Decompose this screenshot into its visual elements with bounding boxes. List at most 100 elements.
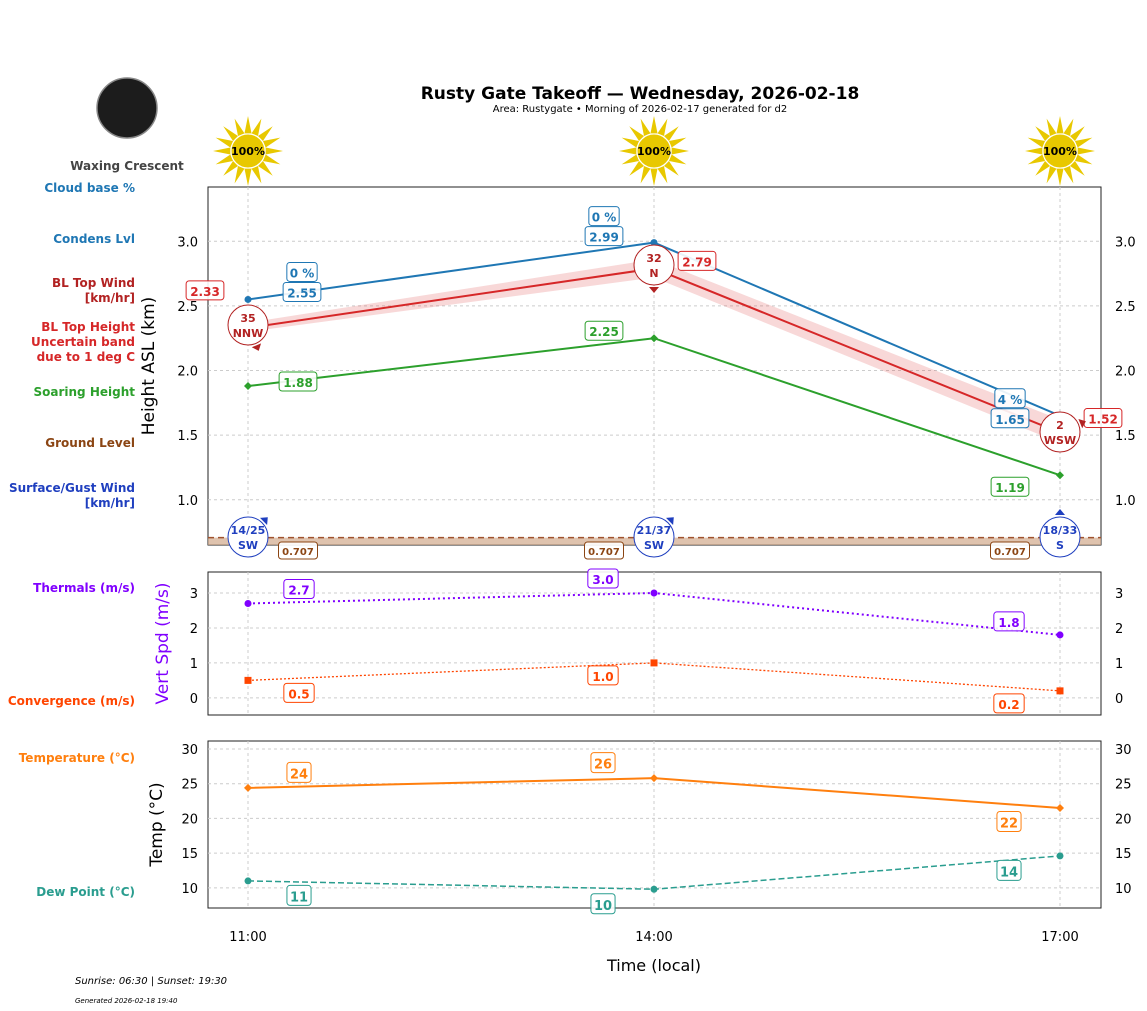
convergence-line: [247, 662, 1061, 692]
generated-time: Generated 2026-02-18 19:40: [75, 997, 178, 1005]
bl-wind-direction: WSW: [1044, 434, 1076, 447]
dew-label-box: [286, 884, 312, 906]
side-label-bl-top: Uncertain band: [31, 335, 135, 349]
x-tick-label: 17:00: [1041, 930, 1078, 945]
dew-label: 10: [594, 899, 612, 914]
temperature-label: 24: [290, 767, 308, 782]
temp-panel-ytick-right: 20: [1115, 812, 1132, 827]
ground-label-box: [584, 541, 624, 560]
sun-icon: [1042, 133, 1078, 169]
sun-times: Sunrise: 06:30 | Sunset: 19:30: [75, 976, 227, 987]
convergence-label: 1.0: [592, 670, 613, 684]
height-panel-ytick-right: 2.0: [1115, 365, 1136, 380]
sun-icon: [636, 133, 672, 169]
temp-panel-ytick-right: 15: [1115, 847, 1132, 862]
side-label-bl-wind: BL Top Wind: [52, 276, 135, 290]
surface-wind-circle: [1039, 516, 1081, 558]
thermals-label-box: [993, 611, 1025, 632]
bl-top-label-box: [1083, 408, 1123, 429]
height-panel-ytick-left: 1.0: [177, 494, 198, 509]
temperature-label-box: [286, 761, 312, 783]
convergence-label-box: [283, 682, 315, 703]
height-panel-ytick-left: 1.5: [177, 429, 198, 444]
temp-panel-ytick-left: 15: [181, 847, 198, 862]
soaring-label-box: [990, 476, 1030, 497]
bl-wind-speed: 35: [240, 312, 255, 325]
vspeed-panel-ylabel: Vert Spd (m/s): [153, 582, 173, 704]
height-panel-ytick-right: 1.0: [1115, 494, 1136, 509]
bl-wind-arrow-icon: [251, 343, 262, 351]
soaring-point: [1056, 471, 1064, 480]
convergence-label: 0.2: [998, 698, 1019, 712]
cloud-pct-label-box: [286, 261, 318, 282]
bl-top-label: 2.79: [682, 255, 712, 269]
bl-top-label-box: [677, 250, 717, 271]
temperature-label: 26: [594, 758, 612, 773]
temp-panel-ylabel: Temp (°C): [147, 782, 167, 867]
surface-wind-arrow-icon: [260, 517, 268, 525]
convergence-point: [650, 659, 658, 667]
sun-percent: 100%: [1043, 145, 1077, 158]
cloud-pct-label-box: [588, 206, 620, 227]
ground-label: 0.707: [282, 547, 314, 558]
moon-icon: [96, 77, 158, 139]
side-label-surface-wind: Surface/Gust Wind: [9, 481, 135, 495]
bl-wind-arrow-icon: [649, 287, 659, 293]
side-label-convergence: Convergence (m/s): [8, 694, 135, 708]
dew-point-line: [247, 855, 1061, 891]
x-tick-label: 11:00: [229, 930, 266, 945]
convergence-point: [1056, 687, 1064, 695]
sun-ray-icon: [619, 116, 689, 186]
bl-wind-arrow-icon: [1078, 418, 1086, 429]
temperature-point: [1056, 804, 1064, 813]
vspeed-panel-ytick-right: 3: [1115, 587, 1123, 602]
bl-top-label: 1.52: [1088, 413, 1118, 427]
ground-label: 0.707: [994, 547, 1026, 558]
cloud-pct-label: 4 %: [998, 393, 1023, 407]
thermals-label: 1.8: [998, 616, 1019, 630]
sun-percent: 100%: [231, 145, 265, 158]
dew-point-point: [1056, 852, 1064, 860]
side-label-bl-wind: [km/hr]: [85, 291, 135, 305]
chart-subtitle: Area: Rustygate • Morning of 2026-02-17 …: [493, 104, 788, 115]
bl-wind-circle: [1039, 411, 1081, 453]
ground-label-box: [278, 541, 318, 560]
bl-wind-speed: 32: [646, 252, 661, 265]
vspeed-panel-ytick-left: 2: [190, 622, 198, 637]
side-label-temperature: Temperature (°C): [19, 751, 135, 765]
condens-label: 2.99: [589, 231, 619, 245]
temp-panel-ytick-right: 30: [1115, 743, 1132, 758]
dew-label-box: [590, 893, 616, 915]
side-label-thermals: Thermals (m/s): [33, 581, 135, 595]
temperature-point: [650, 774, 658, 783]
ground-label-box: [990, 541, 1030, 560]
ground-label: 0.707: [588, 547, 620, 558]
soaring-point: [244, 382, 252, 391]
surface-wind-circle: [633, 516, 675, 558]
thermals-point: [244, 599, 252, 607]
height-panel-ytick-right: 2.5: [1115, 300, 1136, 315]
height-panel-ylabel: Height ASL (km): [139, 297, 159, 436]
side-label-bl-top: due to 1 deg C: [37, 350, 136, 364]
side-label-ground: Ground Level: [45, 436, 135, 450]
vspeed-panel-ytick-left: 3: [190, 587, 198, 602]
bl-wind-circle: [633, 244, 675, 286]
soaring-label: 1.88: [283, 376, 313, 390]
soaring-label-box: [584, 320, 624, 341]
surface-wind-direction: S: [1056, 539, 1064, 552]
bl-wind-direction: N: [649, 267, 658, 280]
soaring-label: 2.25: [589, 325, 619, 339]
surface-wind-direction: SW: [238, 539, 258, 552]
convergence-label-box: [993, 693, 1025, 714]
convergence-label-box: [587, 665, 619, 686]
vspeed-panel-ytick-right: 0: [1115, 692, 1123, 707]
bl-wind-speed: 2: [1056, 419, 1064, 432]
sun-icon: [230, 133, 266, 169]
cloud-pct-label-box: [994, 388, 1026, 409]
vspeed-panel-ytick-right: 2: [1115, 622, 1123, 637]
dew-point-point: [650, 885, 658, 893]
dew-label: 11: [290, 890, 308, 905]
temp-panel-ytick-right: 25: [1115, 778, 1132, 793]
